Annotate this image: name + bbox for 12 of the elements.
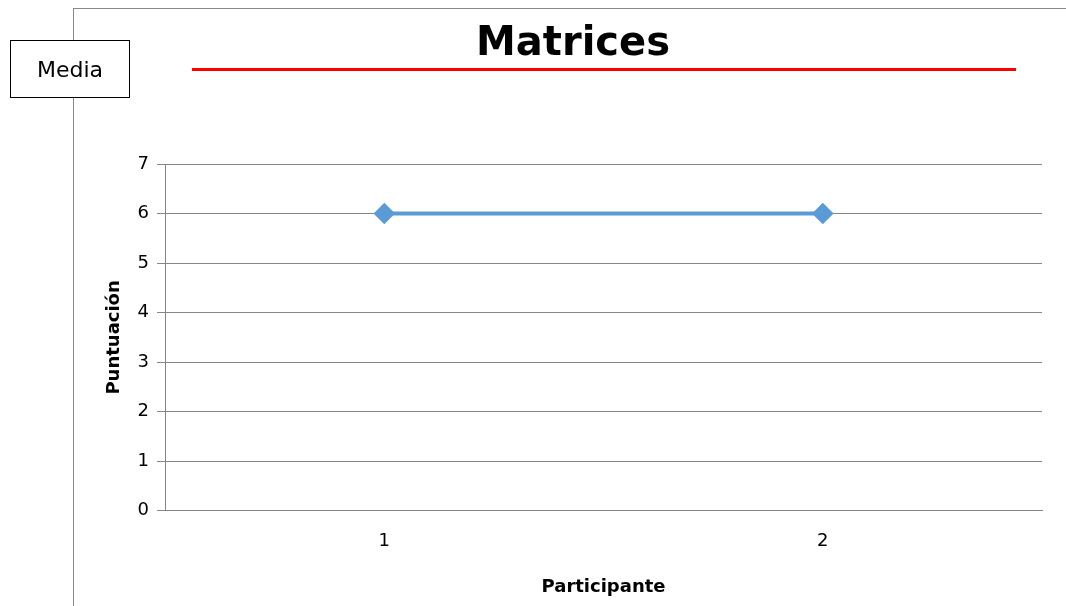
y-tick-label: 3 [137, 349, 150, 371]
text: Media [10, 40, 130, 98]
y-tick-label: 0 [137, 498, 150, 520]
y-tick-label: 2 [137, 399, 150, 421]
y-tick-label: 6 [137, 201, 150, 223]
y-tick-label: 5 [137, 250, 150, 272]
y-tick-label: 1 [137, 448, 150, 470]
x-axis-title: Participante [541, 574, 666, 596]
chart-title: Matrices [475, 18, 671, 64]
y-tick-label: 7 [137, 151, 150, 173]
y-axis-title: Puntuación [102, 280, 124, 395]
y-tick-label: 4 [137, 300, 150, 322]
